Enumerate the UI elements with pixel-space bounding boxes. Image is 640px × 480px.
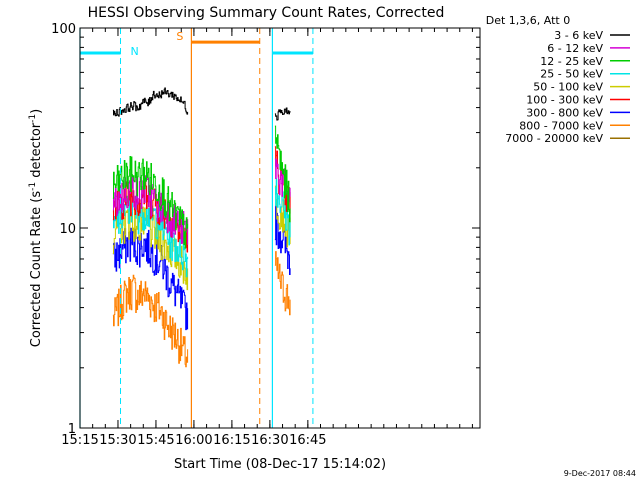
legend-label: 25 - 50 keV — [540, 68, 603, 81]
legend-label: 300 - 800 keV — [526, 106, 603, 119]
legend-label: 800 - 7000 keV — [519, 119, 603, 132]
x-axis: 15:15 15:30 15:45 16:00 16:15 16:30 16:45 — [61, 28, 473, 448]
saa-label: S — [176, 30, 183, 43]
series-line — [274, 205, 291, 275]
series-line — [112, 174, 189, 245]
series-line — [274, 251, 291, 316]
legend-title: Det 1,3,6, Att 0 — [486, 14, 570, 27]
series-line — [112, 87, 189, 117]
data-layer — [112, 87, 291, 368]
y-label-sup1: -1 — [28, 182, 38, 191]
legend-label: 50 - 100 keV — [533, 81, 603, 94]
legend-label: 7000 - 20000 keV — [505, 132, 603, 145]
plot-timestamp: 9-Dec-2017 08:44 — [564, 469, 636, 478]
y-label-end: ) — [29, 109, 44, 114]
x-tick-label: 15:30 — [99, 433, 136, 448]
legend-label: 100 - 300 keV — [526, 94, 603, 107]
x-axis-label: Start Time (08-Dec-17 15:14:02) — [174, 457, 386, 472]
legend-label: 12 - 25 keV — [540, 55, 603, 68]
y-axis: 100 10 1 — [51, 22, 480, 437]
x-tick-label: 16:45 — [289, 433, 326, 448]
x-tick-label: 16:00 — [175, 433, 212, 448]
series-line — [112, 274, 189, 368]
legend-label: 6 - 12 keV — [547, 42, 603, 55]
legend-label: 3 - 6 keV — [554, 29, 603, 42]
y-label-sup2: -1 — [28, 114, 38, 123]
x-tick-label: 16:15 — [213, 433, 250, 448]
y-tick-label: 1 — [68, 422, 76, 437]
series-line — [112, 227, 189, 331]
series-line — [112, 156, 189, 249]
y-tick-label: 100 — [51, 22, 76, 37]
y-tick-label: 10 — [59, 222, 76, 237]
night-label: N — [131, 45, 139, 58]
y-label-mid: detector — [29, 122, 44, 182]
chart-title: HESSI Observing Summary Count Rates, Cor… — [88, 5, 445, 21]
series-line — [274, 125, 291, 223]
x-tick-label: 15:15 — [61, 433, 98, 448]
series-line — [112, 205, 189, 291]
y-axis-label: Corrected Count Rate (s-1 detector-1) — [28, 109, 44, 347]
plot-frame — [79, 27, 481, 429]
x-tick-label: 16:30 — [251, 433, 288, 448]
series-line — [274, 185, 291, 248]
x-tick-label: 15:45 — [137, 433, 174, 448]
y-label-main: Corrected Count Rate (s — [29, 191, 44, 348]
series-line — [274, 107, 291, 121]
